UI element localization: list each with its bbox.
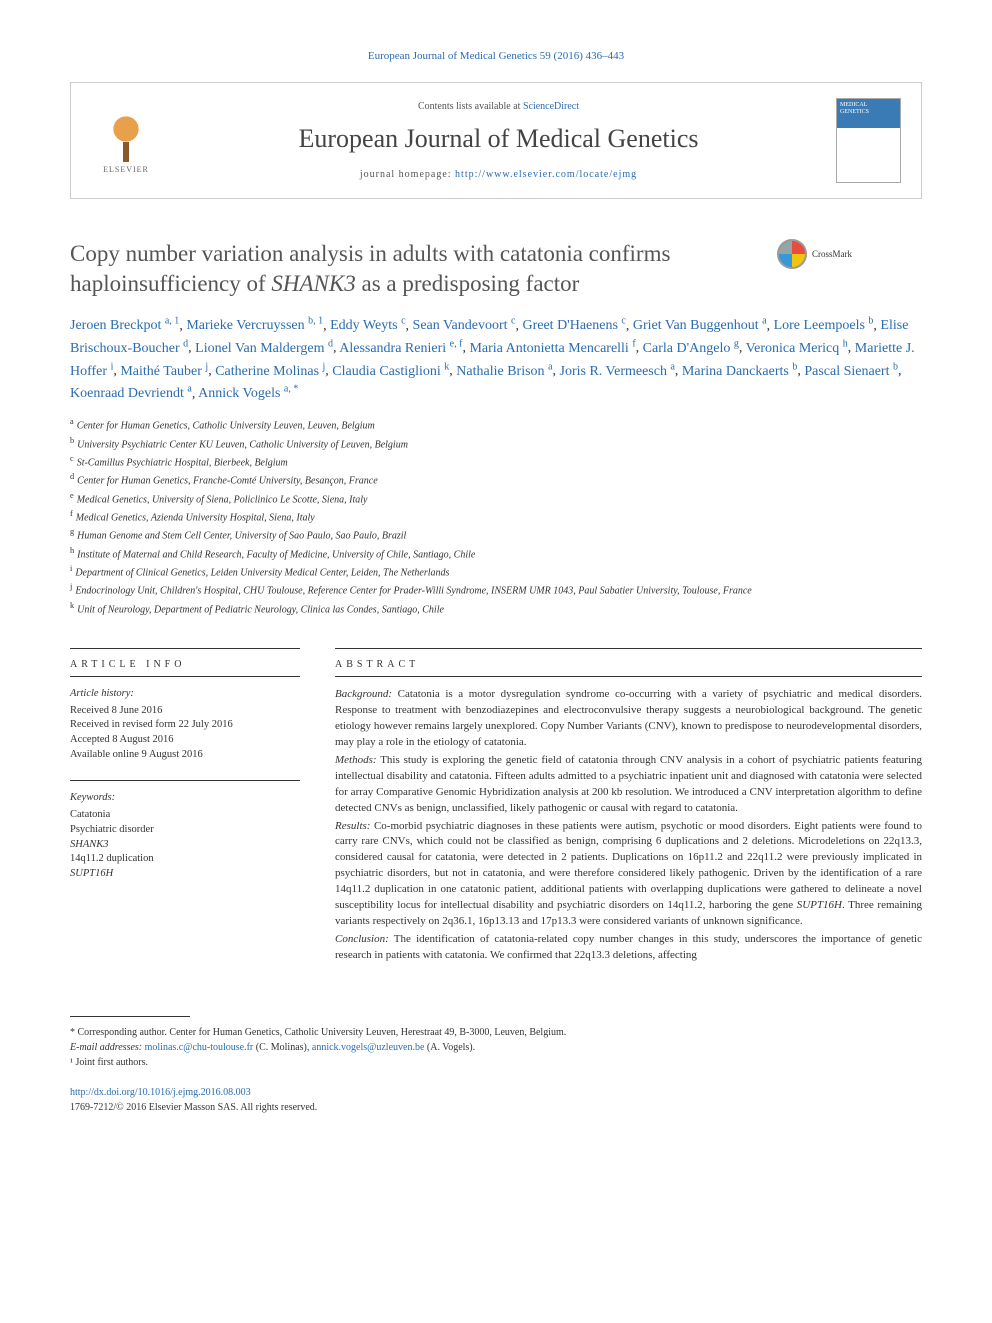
publisher-logo: ELSEVIER	[91, 101, 161, 181]
elsevier-tree-icon	[101, 107, 151, 162]
email-label: E-mail addresses:	[70, 1042, 142, 1053]
journal-name: European Journal of Medical Genetics	[181, 124, 816, 154]
abstract-section: Conclusion: The identification of catato…	[335, 932, 922, 964]
email-addresses: E-mail addresses: molinas.c@chu-toulouse…	[70, 1040, 922, 1055]
email-link[interactable]: molinas.c@chu-toulouse.fr	[145, 1042, 254, 1053]
abstract-label: ABSTRACT	[335, 659, 922, 670]
author: Koenraad Devriendt a	[70, 386, 192, 401]
author: Marina Danckaerts b	[682, 364, 797, 379]
affiliation: cSt-Camillus Psychiatric Hospital, Bierb…	[70, 453, 922, 470]
author: Joris R. Vermeesch a	[560, 364, 675, 379]
author: Marieke Vercruyssen b, 1	[186, 318, 323, 333]
history-line: Available online 9 August 2016	[70, 748, 300, 763]
keyword: SHANK3	[70, 838, 300, 853]
author: Veronica Mericq h	[746, 341, 848, 356]
keyword: Catatonia	[70, 808, 300, 823]
keyword: Psychiatric disorder	[70, 823, 300, 838]
journal-reference: European Journal of Medical Genetics 59 …	[70, 50, 922, 62]
author: Carla D'Angelo g	[643, 341, 739, 356]
keyword: 14q11.2 duplication	[70, 852, 300, 867]
author: Nathalie Brison a	[456, 364, 552, 379]
affiliation: eMedical Genetics, University of Siena, …	[70, 490, 922, 507]
author: Jeroen Breckpot a, 1	[70, 318, 179, 333]
article-info-label: ARTICLE INFO	[70, 659, 300, 670]
affiliation: aCenter for Human Genetics, Catholic Uni…	[70, 416, 922, 433]
homepage-link[interactable]: http://www.elsevier.com/locate/ejmg	[455, 169, 637, 180]
history-heading: Article history:	[70, 687, 300, 702]
affiliation: iDepartment of Clinical Genetics, Leiden…	[70, 563, 922, 580]
author: Eddy Weyts c	[330, 318, 405, 333]
contents-available: Contents lists available at ScienceDirec…	[181, 101, 816, 112]
contents-prefix: Contents lists available at	[418, 101, 523, 112]
affiliation: hInstitute of Maternal and Child Researc…	[70, 545, 922, 562]
author: Alessandra Renieri e, f	[339, 341, 462, 356]
footer: * Corresponding author. Center for Human…	[70, 1016, 922, 1115]
affiliation: gHuman Genome and Stem Cell Center, Univ…	[70, 526, 922, 543]
affiliation: dCenter for Human Genetics, Franche-Comt…	[70, 471, 922, 488]
affiliation: kUnit of Neurology, Department of Pediat…	[70, 600, 922, 617]
author: Griet Van Buggenhout a	[633, 318, 767, 333]
crossmark-label: CrossMark	[812, 249, 852, 259]
author: Maria Antonietta Mencarelli f	[469, 341, 635, 356]
article-keywords: Keywords: CatatoniaPsychiatric disorderS…	[70, 791, 300, 881]
keywords-heading: Keywords:	[70, 791, 300, 806]
homepage-prefix: journal homepage:	[360, 169, 455, 180]
email-who: (C. Molinas)	[256, 1042, 307, 1053]
keyword: SUPT16H	[70, 867, 300, 882]
joint-first-note: ¹ Joint first authors.	[70, 1055, 922, 1070]
abstract-body: Background: Catatonia is a motor dysregu…	[335, 687, 922, 964]
email-who: (A. Vogels).	[427, 1042, 475, 1053]
affiliation: fMedical Genetics, Azienda University Ho…	[70, 508, 922, 525]
author-list: Jeroen Breckpot a, 1, Marieke Vercruysse…	[70, 314, 922, 405]
sciencedirect-link[interactable]: ScienceDirect	[523, 101, 579, 112]
journal-header: ELSEVIER Contents lists available at Sci…	[70, 82, 922, 199]
affiliation: bUniversity Psychiatric Center KU Leuven…	[70, 435, 922, 452]
author: Pascal Sienaert b	[804, 364, 898, 379]
author: Lionel Van Maldergem d	[195, 341, 333, 356]
publisher-name: ELSEVIER	[103, 165, 149, 174]
author: Lore Leempoels b	[774, 318, 874, 333]
author: Catherine Molinas j	[215, 364, 325, 379]
cover-label: MEDICAL GENETICS	[840, 102, 897, 115]
author: Annick Vogels a, *	[198, 386, 298, 401]
author: Maithé Tauber j	[120, 364, 208, 379]
history-line: Received 8 June 2016	[70, 704, 300, 719]
journal-cover-thumbnail: MEDICAL GENETICS	[836, 98, 901, 183]
affiliations-list: aCenter for Human Genetics, Catholic Uni…	[70, 416, 922, 617]
crossmark-badge[interactable]: CrossMark	[777, 239, 852, 269]
author: Greet D'Haenens c	[522, 318, 625, 333]
history-line: Accepted 8 August 2016	[70, 733, 300, 748]
email-link[interactable]: annick.vogels@uzleuven.be	[312, 1042, 425, 1053]
corresponding-author: * Corresponding author. Center for Human…	[70, 1025, 922, 1040]
article-history: Article history: Received 8 June 2016Rec…	[70, 687, 300, 762]
copyright-line: 1769-7212/© 2016 Elsevier Masson SAS. Al…	[70, 1102, 317, 1113]
abstract-section: Methods: This study is exploring the gen…	[335, 753, 922, 817]
abstract-section: Results: Co-morbid psychiatric diagnoses…	[335, 819, 922, 931]
affiliation: jEndocrinology Unit, Children's Hospital…	[70, 581, 922, 598]
author: Sean Vandevoort c	[413, 318, 516, 333]
abstract-section: Background: Catatonia is a motor dysregu…	[335, 687, 922, 751]
doi-link[interactable]: http://dx.doi.org/10.1016/j.ejmg.2016.08…	[70, 1087, 251, 1098]
history-line: Received in revised form 22 July 2016	[70, 718, 300, 733]
author: Claudia Castiglioni k	[332, 364, 449, 379]
journal-homepage: journal homepage: http://www.elsevier.co…	[181, 169, 816, 180]
crossmark-icon	[777, 239, 807, 269]
